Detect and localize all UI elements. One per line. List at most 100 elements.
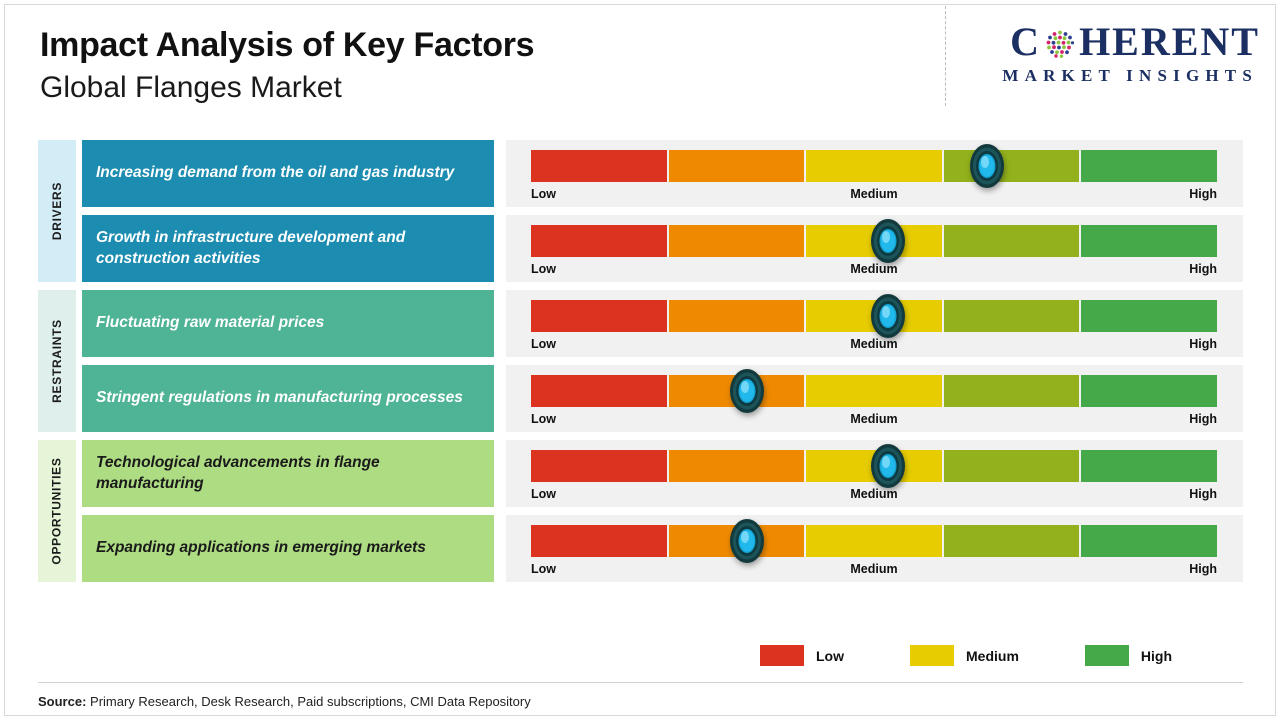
gauge-segment-4 — [943, 300, 1080, 332]
category-label-opportunities: OPPORTUNITIES — [50, 457, 64, 565]
factor-text: Growth in infrastructure development and… — [96, 229, 406, 267]
gauge-marker[interactable] — [869, 218, 907, 264]
footer-divider — [38, 682, 1243, 683]
gauge-segment-4 — [943, 525, 1080, 557]
gauge-segment-4 — [943, 225, 1080, 257]
category-block-restraints: RESTRAINTS Fluctuating raw material pric… — [38, 290, 1243, 432]
header: Impact Analysis of Key Factors Global Fl… — [40, 26, 535, 106]
table-row: Fluctuating raw material prices — [82, 290, 1243, 357]
category-rows-opportunities: Technological advancements in flange man… — [82, 440, 1243, 582]
gauge-segment-3 — [806, 525, 942, 557]
source-note: Source: Primary Research, Desk Research,… — [38, 694, 531, 709]
impact-gauge: Low Medium High — [506, 440, 1243, 507]
gauge-marker[interactable] — [968, 143, 1006, 189]
tick-low: Low — [531, 412, 556, 426]
gauge-tick-labels: Low Medium High — [531, 337, 1217, 351]
gauge-marker[interactable] — [869, 293, 907, 339]
impact-gauge: Low Medium High — [506, 140, 1243, 207]
category-block-opportunities: OPPORTUNITIES Technological advancements… — [38, 440, 1243, 582]
gauge-segment-1 — [531, 525, 667, 557]
tick-medium: Medium — [850, 487, 898, 501]
source-text: Primary Research, Desk Research, Paid su… — [86, 694, 531, 709]
table-row: Stringent regulations in manufacturing p… — [82, 365, 1243, 432]
table-row: Expanding applications in emerging marke… — [82, 515, 1243, 582]
tick-high: High — [1189, 562, 1217, 576]
logo-tagline: MARKET INSIGHTS — [1002, 66, 1258, 85]
factor-panel: Growth in infrastructure development and… — [82, 215, 494, 282]
tick-low: Low — [531, 487, 556, 501]
logo-letter-c: C — [1010, 19, 1042, 64]
gauge-track — [531, 444, 1217, 488]
legend-label-medium: Medium — [966, 647, 1019, 664]
gauge-track — [531, 519, 1217, 563]
page-subtitle: Global Flanges Market — [40, 71, 342, 105]
gauge-marker[interactable] — [728, 518, 766, 564]
gauge-segment-5 — [1081, 450, 1217, 482]
category-label-drivers: DRIVERS — [50, 181, 64, 241]
gauge-tick-labels: Low Medium High — [531, 562, 1217, 576]
category-block-drivers: DRIVERS Increasing demand from the oil a… — [38, 140, 1243, 282]
globe-icon — [1042, 26, 1078, 62]
company-logo: C HERENT MARKET INSIGHTS — [1002, 22, 1260, 86]
gauge-marker[interactable] — [869, 443, 907, 489]
source-label: Source: — [38, 694, 87, 709]
legend: Low Medium High — [760, 645, 1172, 666]
gauge-tick-labels: Low Medium High — [531, 487, 1217, 501]
gauge-segment-2 — [668, 150, 805, 182]
category-strip-opportunities: OPPORTUNITIES — [38, 440, 76, 582]
gauge-tick-labels: Low Medium High — [531, 262, 1217, 276]
gauge-segment-5 — [1081, 300, 1217, 332]
impact-gauge: Low Medium High — [506, 365, 1243, 432]
legend-swatch-low — [760, 645, 804, 666]
tick-medium: Medium — [850, 187, 898, 201]
gauge-segment-3 — [806, 375, 942, 407]
factor-panel: Technological advancements in flange man… — [82, 440, 494, 507]
gauge-segment-1 — [531, 225, 667, 257]
gauge-segment-3 — [806, 150, 942, 182]
tick-medium: Medium — [850, 412, 898, 426]
gauge-marker[interactable] — [728, 368, 766, 414]
gauge-segment-4 — [943, 150, 1080, 182]
category-rows-drivers: Increasing demand from the oil and gas i… — [82, 140, 1243, 282]
logo-divider — [945, 6, 946, 106]
gauge-track — [531, 369, 1217, 413]
page-title: Impact Analysis of Key Factors — [40, 26, 535, 64]
category-strip-drivers: DRIVERS — [38, 140, 76, 282]
tick-low: Low — [531, 262, 556, 276]
gauge-track — [531, 144, 1217, 188]
factor-text: Stringent regulations in manufacturing p… — [96, 389, 463, 407]
gauge-segment-5 — [1081, 525, 1217, 557]
gauge-track — [531, 219, 1217, 263]
gauge-segment-1 — [531, 150, 667, 182]
tick-high: High — [1189, 412, 1217, 426]
legend-item-low: Low — [760, 645, 844, 666]
logo-wordmark: C HERENT — [1002, 22, 1260, 62]
legend-item-high: High — [1084, 645, 1172, 666]
tick-high: High — [1189, 487, 1217, 501]
factor-panel: Fluctuating raw material prices — [82, 290, 494, 357]
gauge-tick-labels: Low Medium High — [531, 187, 1217, 201]
gauge-segment-4 — [943, 375, 1080, 407]
legend-swatch-high — [1084, 645, 1129, 666]
gauge-tick-labels: Low Medium High — [531, 412, 1217, 426]
tick-medium: Medium — [850, 337, 898, 351]
gauge-segment-1 — [531, 300, 667, 332]
legend-swatch-medium — [910, 645, 954, 666]
category-label-restraints: RESTRAINTS — [50, 319, 65, 403]
factor-text: Expanding applications in emerging marke… — [96, 539, 426, 557]
gauge-segment-1 — [531, 375, 667, 407]
table-row: Technological advancements in flange man… — [82, 440, 1243, 507]
factor-panel: Expanding applications in emerging marke… — [82, 515, 494, 582]
gauge-segment-5 — [1081, 150, 1217, 182]
factor-text: Fluctuating raw material prices — [96, 314, 325, 332]
gauge-segment-1 — [531, 450, 667, 482]
factor-panel: Stringent regulations in manufacturing p… — [82, 365, 494, 432]
gauge-segment-2 — [668, 300, 805, 332]
legend-label-low: Low — [816, 647, 844, 664]
gauge-track — [531, 294, 1217, 338]
gauge-segment-4 — [943, 450, 1080, 482]
impact-matrix: DRIVERS Increasing demand from the oil a… — [38, 140, 1243, 590]
tick-high: High — [1189, 187, 1217, 201]
table-row: Growth in infrastructure development and… — [82, 215, 1243, 282]
